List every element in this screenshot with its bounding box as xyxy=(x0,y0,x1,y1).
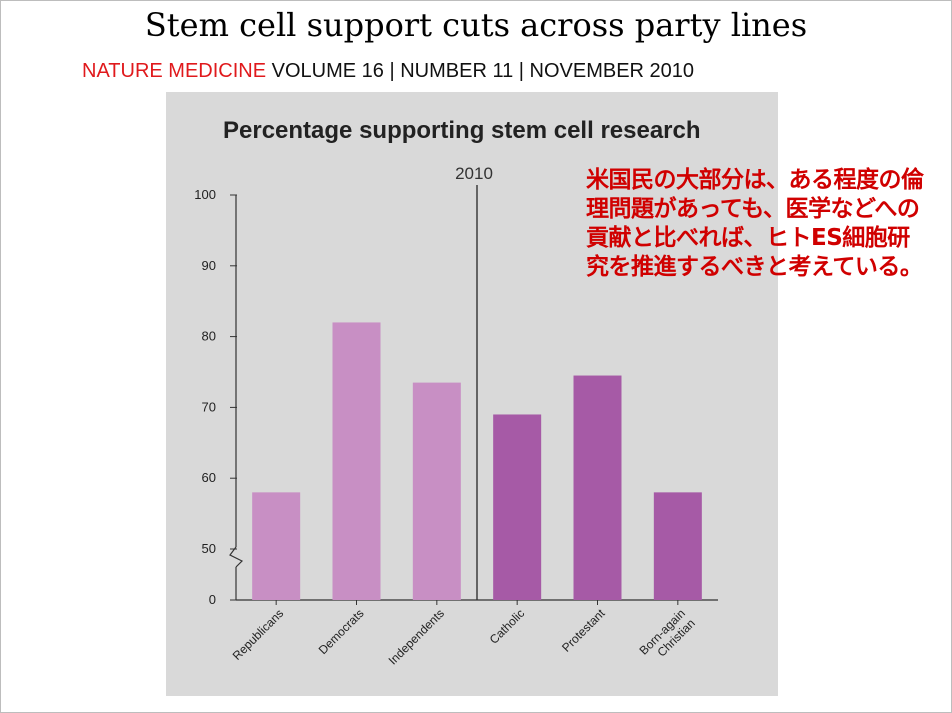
x-tick-label: Independents xyxy=(386,606,447,667)
bar xyxy=(332,322,381,600)
x-tick-label-line: Catholic xyxy=(487,606,528,647)
x-tick-label-line: Democrats xyxy=(316,606,367,657)
citation-details: VOLUME 16 | NUMBER 11 | NOVEMBER 2010 xyxy=(271,60,695,82)
bar xyxy=(412,382,461,600)
y-tick-label: 50 xyxy=(202,541,216,556)
x-tick-label-line: Protestant xyxy=(559,606,608,655)
bar xyxy=(252,492,301,600)
citation-journal: NATURE MEDICINE xyxy=(82,60,267,82)
y-tick-label: 0 xyxy=(209,592,216,607)
citation: NATURE MEDICINE VOLUME 16 | NUMBER 11 | … xyxy=(82,60,694,83)
bar xyxy=(493,414,542,600)
bar xyxy=(573,375,622,600)
y-tick-label: 100 xyxy=(194,187,216,202)
annotation-text: 米国民の大部分は、ある程度の倫理問題があっても、医学などへの貢献と比べれば、ヒト… xyxy=(586,167,924,280)
y-tick-label: 90 xyxy=(202,258,216,273)
x-tick-label-line: Republicans xyxy=(230,606,287,663)
y-axis-break xyxy=(229,546,244,568)
bar-chart: Percentage supporting stem cell research… xyxy=(194,117,718,668)
slide-title: Stem cell support cuts across party line… xyxy=(144,6,808,44)
y-tick-label: 60 xyxy=(202,470,216,485)
x-tick-label: Democrats xyxy=(316,606,367,657)
x-tick-label: Catholic xyxy=(487,606,528,647)
x-tick-label-line: Independents xyxy=(386,606,447,667)
x-tick-label: Born-againChristian xyxy=(637,606,698,667)
x-tick-label: Republicans xyxy=(230,606,287,663)
chart-figure: Percentage supporting stem cell research… xyxy=(166,92,778,696)
bar xyxy=(653,492,702,600)
y-tick-label: 70 xyxy=(202,399,216,414)
y-tick-label: 80 xyxy=(202,329,216,344)
year-marker-label: 2010 xyxy=(455,164,493,183)
chart-title: Percentage supporting stem cell research xyxy=(223,117,701,144)
x-tick-label: Protestant xyxy=(559,606,608,655)
